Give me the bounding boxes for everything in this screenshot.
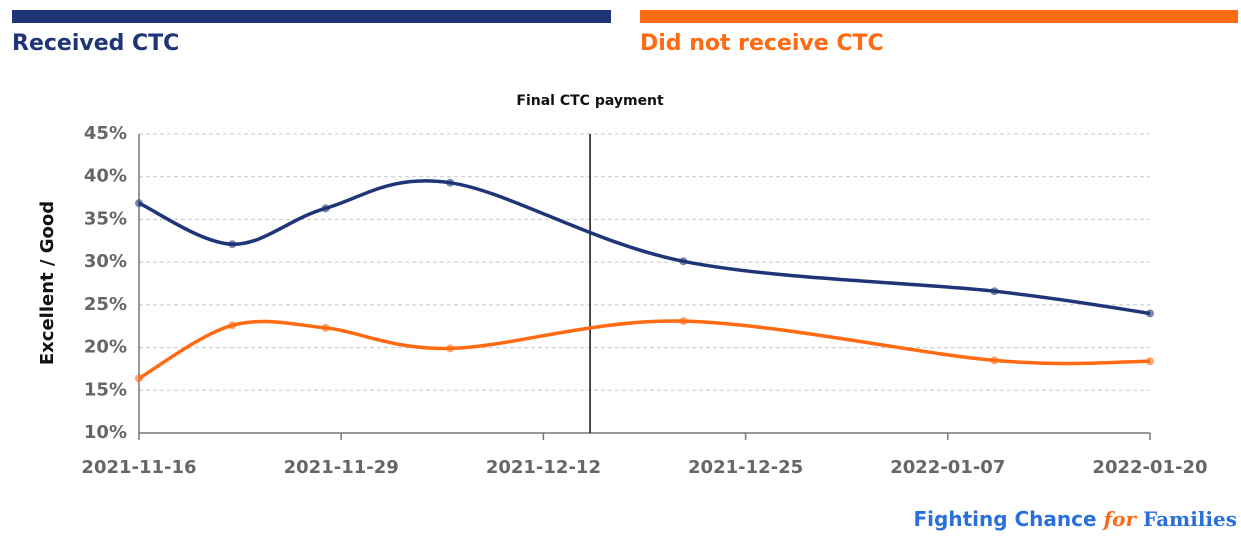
x-tick-label: 2021-11-29 [284,457,399,478]
data-point [1146,309,1154,318]
data-point [135,374,143,383]
x-tick-label: 2021-12-25 [688,457,803,478]
y-axis-label: Excellent / Good [37,201,58,365]
legend-label: Received CTC [12,31,179,56]
series-line [138,319,1151,380]
credit: Fighting Chance for Families [914,507,1238,531]
credit-part: for [1102,507,1138,531]
x-tick-label: 2021-11-16 [81,457,196,478]
data-point [990,356,999,365]
data-point [679,257,688,266]
series-line [138,179,1151,316]
credit-part: Fighting Chance [914,507,1104,531]
data-point [135,199,143,208]
data-point [321,323,330,332]
y-tick-label: 45% [84,123,127,144]
y-tick-label: 35% [84,208,127,229]
y-tick-label: 30% [84,251,127,272]
legend-label: Did not receive CTC [640,31,884,56]
data-point [228,321,237,330]
legend-swatch [12,10,611,23]
x-tick-label: 2022-01-07 [890,457,1005,478]
data-point [228,240,237,249]
data-point [446,344,455,353]
data-point [321,204,330,213]
y-tick-label: 40% [84,166,127,187]
x-tick-label: 2022-01-20 [1092,457,1207,478]
y-tick-label: 10% [84,422,127,443]
legend-swatch [640,10,1238,23]
data-point [679,317,688,326]
credit-part: Families [1136,507,1237,531]
annotation-label: Final CTC payment [516,93,664,109]
x-tick-label: 2021-12-12 [486,457,601,478]
data-point [990,287,999,296]
data-point [1146,357,1154,366]
data-point [446,178,455,187]
y-tick-label: 15% [84,379,127,400]
y-tick-label: 25% [84,294,127,315]
y-tick-label: 20% [84,337,127,358]
